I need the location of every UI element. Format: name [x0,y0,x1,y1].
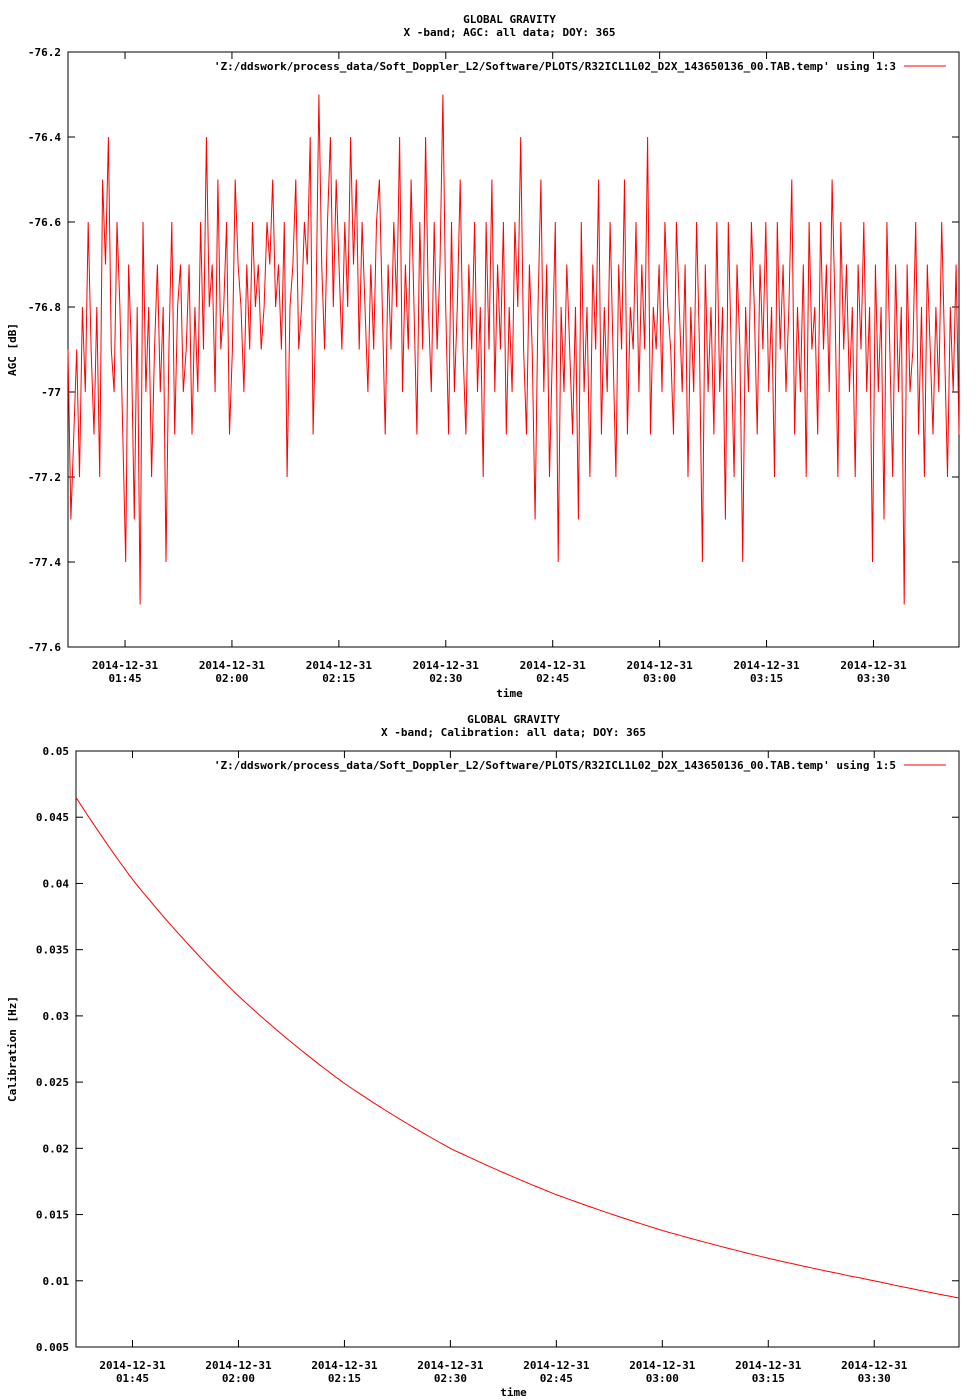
chart-title: GLOBAL GRAVITY [467,713,560,726]
x-tick-time-label: 03:30 [858,1372,891,1385]
y-tick-label: 0.05 [43,745,70,758]
x-tick-date-label: 2014-12-31 [311,1359,378,1372]
x-tick-date-label: 2014-12-31 [629,1359,696,1372]
y-tick-label: -77.4 [28,556,61,569]
x-tick-time-label: 02:45 [540,1372,573,1385]
x-tick-time-label: 03:00 [646,1372,679,1385]
y-tick-label: -76.4 [28,131,61,144]
x-tick-time-label: 03:30 [857,672,890,685]
y-tick-label: -77.2 [28,471,61,484]
plot-frame [67,51,960,648]
y-tick-label: 0.04 [43,877,70,890]
series-line [67,94,960,605]
y-axis-label: AGC [dB] [6,323,19,376]
x-tick-date-label: 2014-12-31 [199,659,266,672]
x-tick-date-label: 2014-12-31 [205,1359,272,1372]
x-tick-date-label: 2014-12-31 [306,659,373,672]
x-tick-date-label: 2014-12-31 [841,1359,908,1372]
y-tick-label: 0.03 [43,1010,70,1023]
x-tick-date-label: 2014-12-31 [413,659,480,672]
y-tick-label: 0.045 [36,811,69,824]
x-tick-date-label: 2014-12-31 [627,659,694,672]
y-axis-label: Calibration [Hz] [6,996,19,1102]
y-tick-label: 0.015 [36,1209,69,1222]
x-tick-time-label: 02:45 [536,672,569,685]
x-tick-time-label: 03:00 [643,672,676,685]
series-line [75,797,960,1299]
x-tick-date-label: 2014-12-31 [733,659,800,672]
x-tick-date-label: 2014-12-31 [92,659,159,672]
y-tick-label: -76.6 [28,216,61,229]
x-axis-label: time [500,1386,527,1399]
chart-subtitle: X -band; Calibration: all data; DOY: 365 [381,726,646,739]
chart-title: GLOBAL GRAVITY [463,13,556,26]
x-tick-time-label: 01:45 [116,1372,149,1385]
x-tick-date-label: 2014-12-31 [520,659,587,672]
x-tick-time-label: 02:30 [434,1372,467,1385]
legend-label: 'Z:/ddswork/process_data/Soft_Doppler_L2… [214,759,896,772]
plot-frame [75,750,960,1348]
chart-subtitle: X -band; AGC: all data; DOY: 365 [404,26,616,39]
y-tick-label: 0.01 [43,1275,70,1288]
x-axis-label: time [496,687,523,700]
x-tick-date-label: 2014-12-31 [99,1359,166,1372]
y-tick-label: 0.035 [36,944,69,957]
x-tick-time-label: 02:00 [222,1372,255,1385]
y-tick-label: 0.005 [36,1341,69,1354]
y-tick-label: 0.025 [36,1076,69,1089]
x-tick-time-label: 03:15 [752,1372,785,1385]
x-tick-date-label: 2014-12-31 [735,1359,802,1372]
x-tick-date-label: 2014-12-31 [417,1359,484,1372]
x-tick-date-label: 2014-12-31 [523,1359,590,1372]
x-tick-time-label: 02:15 [322,672,355,685]
y-tick-label: -76.8 [28,301,61,314]
y-tick-label: 0.02 [43,1142,70,1155]
y-tick-label: -77.6 [28,641,61,654]
x-tick-time-label: 01:45 [108,672,141,685]
x-tick-time-label: 02:30 [429,672,462,685]
legend-label: 'Z:/ddswork/process_data/Soft_Doppler_L2… [214,60,896,73]
x-tick-time-label: 02:15 [328,1372,361,1385]
y-tick-label: -77 [41,386,61,399]
x-tick-time-label: 03:15 [750,672,783,685]
x-tick-time-label: 02:00 [215,672,248,685]
y-tick-label: -76.2 [28,46,61,59]
x-tick-date-label: 2014-12-31 [840,659,907,672]
